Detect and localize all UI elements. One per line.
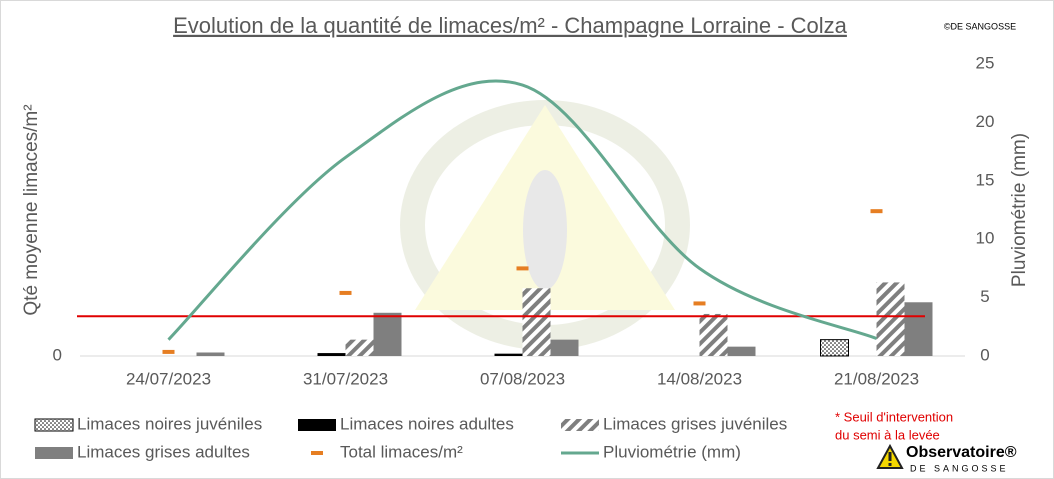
bar <box>373 312 402 356</box>
y2-tick-label: 15 <box>976 170 995 189</box>
watermark <box>400 100 690 350</box>
legend-label: Limaces noires adultes <box>340 414 514 433</box>
total-marker <box>870 209 883 214</box>
legend-swatch <box>34 418 74 432</box>
x-tick-label: 21/08/2023 <box>834 369 919 388</box>
bar <box>904 302 933 356</box>
total-marker <box>693 301 706 306</box>
bar <box>345 339 374 356</box>
legend-label: Limaces grises juvéniles <box>603 414 787 433</box>
x-tick-label: 24/07/2023 <box>126 369 211 388</box>
legend-swatch <box>35 447 73 459</box>
threshold-label: * Seuil d'intervention <box>835 409 953 424</box>
y2-tick-label: 25 <box>976 53 995 72</box>
legend-swatch <box>298 419 336 431</box>
bar <box>699 313 728 356</box>
logo-sub: DE SANGOSSE <box>910 463 1009 473</box>
bar <box>522 288 551 356</box>
y2-tick-label: 0 <box>980 345 989 364</box>
legend-swatch <box>561 419 599 431</box>
x-tick-label: 07/08/2023 <box>480 369 565 388</box>
total-marker <box>516 266 529 271</box>
bar <box>494 353 523 356</box>
legend-swatch <box>311 451 323 455</box>
y2-tick-label: 5 <box>980 287 989 306</box>
y2-tick-label: 10 <box>976 229 995 248</box>
y2-axis-label: Pluviométrie (mm) <box>1009 133 1030 287</box>
chart-title: Evolution de la quantité de limaces/m² -… <box>173 13 848 38</box>
y2-tick-label: 20 <box>976 112 995 131</box>
bar <box>196 352 225 356</box>
bar <box>820 339 849 357</box>
bar <box>876 282 905 356</box>
y-axis-label: Qté moyenne limaces/m² <box>21 104 42 315</box>
bar <box>727 346 756 356</box>
legend-label: Pluviométrie (mm) <box>603 442 741 461</box>
bar <box>317 353 346 356</box>
bar <box>550 339 579 356</box>
total-marker <box>339 290 352 295</box>
logo-name: Observatoire® <box>906 444 1017 461</box>
rain-line <box>167 79 878 341</box>
y-tick-label: 0 <box>53 345 62 364</box>
legend-label: Limaces grises adultes <box>77 442 250 461</box>
threshold-label: du semi à la levée <box>835 427 940 442</box>
copyright: ©DE SANGOSSE <box>944 21 1016 31</box>
total-marker <box>162 349 175 354</box>
legend-label: Total limaces/m² <box>340 442 463 461</box>
logo-icon <box>876 443 904 469</box>
legend-label: Limaces noires juvéniles <box>77 414 262 433</box>
x-tick-label: 14/08/2023 <box>657 369 742 388</box>
x-tick-label: 31/07/2023 <box>303 369 388 388</box>
